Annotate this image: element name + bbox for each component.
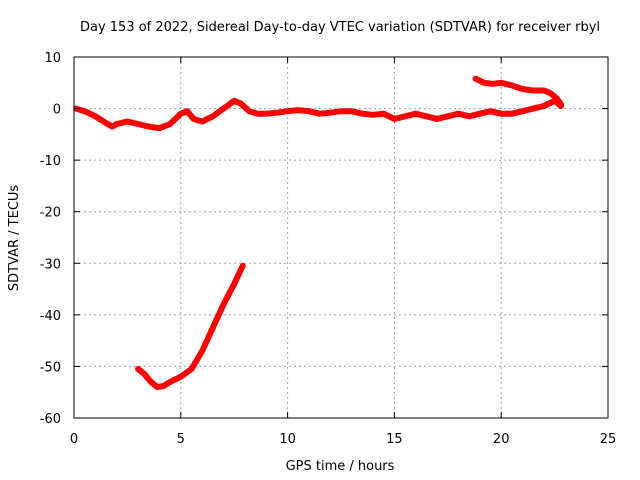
data-point-lower-segment: [167, 379, 173, 385]
data-point-lower-segment: [148, 379, 154, 385]
data-point-main-track: [520, 108, 526, 114]
data-point-main-track: [82, 108, 88, 114]
x-axis-label: GPS time / hours: [286, 459, 395, 474]
data-point-main-track: [445, 113, 451, 119]
data-point-main-track: [103, 120, 109, 126]
data-point-main-track: [466, 113, 472, 119]
data-point-main-track: [338, 108, 344, 114]
x-tick-label: 0: [70, 432, 78, 447]
data-point-upper-segment: [558, 101, 564, 107]
data-point-main-track: [191, 116, 197, 122]
chart-title: Day 153 of 2022, Sidereal Day-to-day VTE…: [80, 20, 600, 35]
y-tick-label: -10: [40, 154, 61, 169]
data-point-main-track: [263, 111, 269, 117]
data-point-lower-segment: [199, 348, 205, 354]
data-point-main-track: [391, 116, 397, 122]
x-tick-label: 15: [386, 432, 403, 447]
data-point-lower-segment: [189, 366, 194, 372]
data-point-main-track: [114, 121, 120, 127]
data-point-main-track: [156, 125, 162, 131]
data-point-lower-segment: [142, 371, 147, 377]
x-axis-ticks: 0 5 10 15 20 25: [70, 57, 616, 447]
data-point-main-track: [488, 108, 493, 114]
data-point-main-track: [456, 111, 461, 117]
data-point-main-track: [231, 98, 237, 104]
data-point-upper-segment: [473, 76, 479, 82]
y-tick-label: 0: [53, 103, 61, 118]
data-series: [73, 75, 564, 391]
data-point-main-track: [246, 108, 252, 114]
data-point-main-track: [349, 108, 355, 114]
y-tick-label: -40: [40, 309, 61, 324]
data-point-lower-segment: [221, 302, 226, 307]
data-point-main-track: [413, 111, 419, 117]
data-point-upper-segment: [530, 88, 536, 93]
data-point-main-track: [434, 116, 440, 122]
y-tick-label: -60: [40, 412, 61, 427]
y-tick-label: -20: [40, 206, 61, 221]
data-point-main-track: [509, 111, 515, 117]
data-point-upper-segment: [481, 80, 487, 86]
y-tick-label: -30: [40, 257, 61, 272]
data-point-main-track: [274, 110, 280, 116]
data-point-lower-segment: [161, 383, 167, 389]
data-point-main-track: [423, 113, 429, 119]
data-point-main-track: [498, 111, 504, 117]
data-point-lower-segment: [210, 325, 216, 331]
data-point-main-track: [530, 106, 536, 112]
data-point-main-track: [210, 113, 216, 119]
data-point-main-track: [146, 124, 152, 130]
data-point-lower-segment: [178, 374, 184, 380]
plot-frame: [73, 56, 609, 419]
data-point-main-track: [541, 103, 547, 109]
data-point-lower-segment: [154, 384, 160, 390]
series-line-upper-segment: [472, 75, 564, 108]
data-point-main-track: [238, 100, 244, 106]
data-point-main-track: [402, 113, 408, 119]
data-point-main-track: [124, 119, 130, 124]
data-point-upper-segment: [490, 81, 496, 87]
data-point-upper-segment: [498, 80, 504, 86]
data-point-main-track: [317, 111, 323, 117]
data-point-upper-segment: [520, 86, 526, 92]
data-point-main-track: [359, 111, 365, 117]
data-point-main-track: [381, 111, 387, 117]
y-axis-ticks: 10 0 -10 -20 -30 -40 -50 -60: [40, 51, 608, 427]
x-tick-label: 10: [279, 432, 296, 447]
data-point-main-track: [167, 121, 173, 127]
data-point-main-track: [306, 108, 312, 114]
data-point-upper-segment: [554, 95, 560, 101]
data-point-lower-segment: [240, 263, 246, 269]
y-tick-label: 10: [44, 51, 61, 66]
data-point-main-track: [295, 107, 301, 113]
data-point-upper-segment: [509, 82, 515, 88]
x-tick-label: 25: [600, 432, 617, 447]
data-point-main-track: [327, 110, 333, 116]
data-point-main-track: [370, 112, 376, 118]
data-point-main-track: [477, 111, 483, 117]
y-axis-label: SDTVAR / TECUs: [7, 185, 22, 292]
data-point-main-track: [285, 108, 291, 114]
y-tick-label: -50: [40, 360, 61, 375]
data-point-main-track: [178, 111, 184, 117]
data-point-main-track: [255, 111, 261, 117]
data-point-main-track: [92, 113, 98, 119]
data-point-lower-segment: [135, 366, 141, 372]
data-point-upper-segment: [547, 90, 553, 96]
x-tick-label: 20: [493, 432, 510, 447]
data-point-main-track: [135, 121, 141, 127]
data-point-main-track: [184, 108, 190, 114]
data-point-upper-segment: [541, 88, 547, 93]
data-point-lower-segment: [231, 281, 237, 287]
x-tick-label: 5: [177, 432, 185, 447]
data-point-main-track: [221, 106, 226, 112]
data-point-main-track: [109, 124, 115, 130]
data-point-main-track: [199, 119, 205, 124]
